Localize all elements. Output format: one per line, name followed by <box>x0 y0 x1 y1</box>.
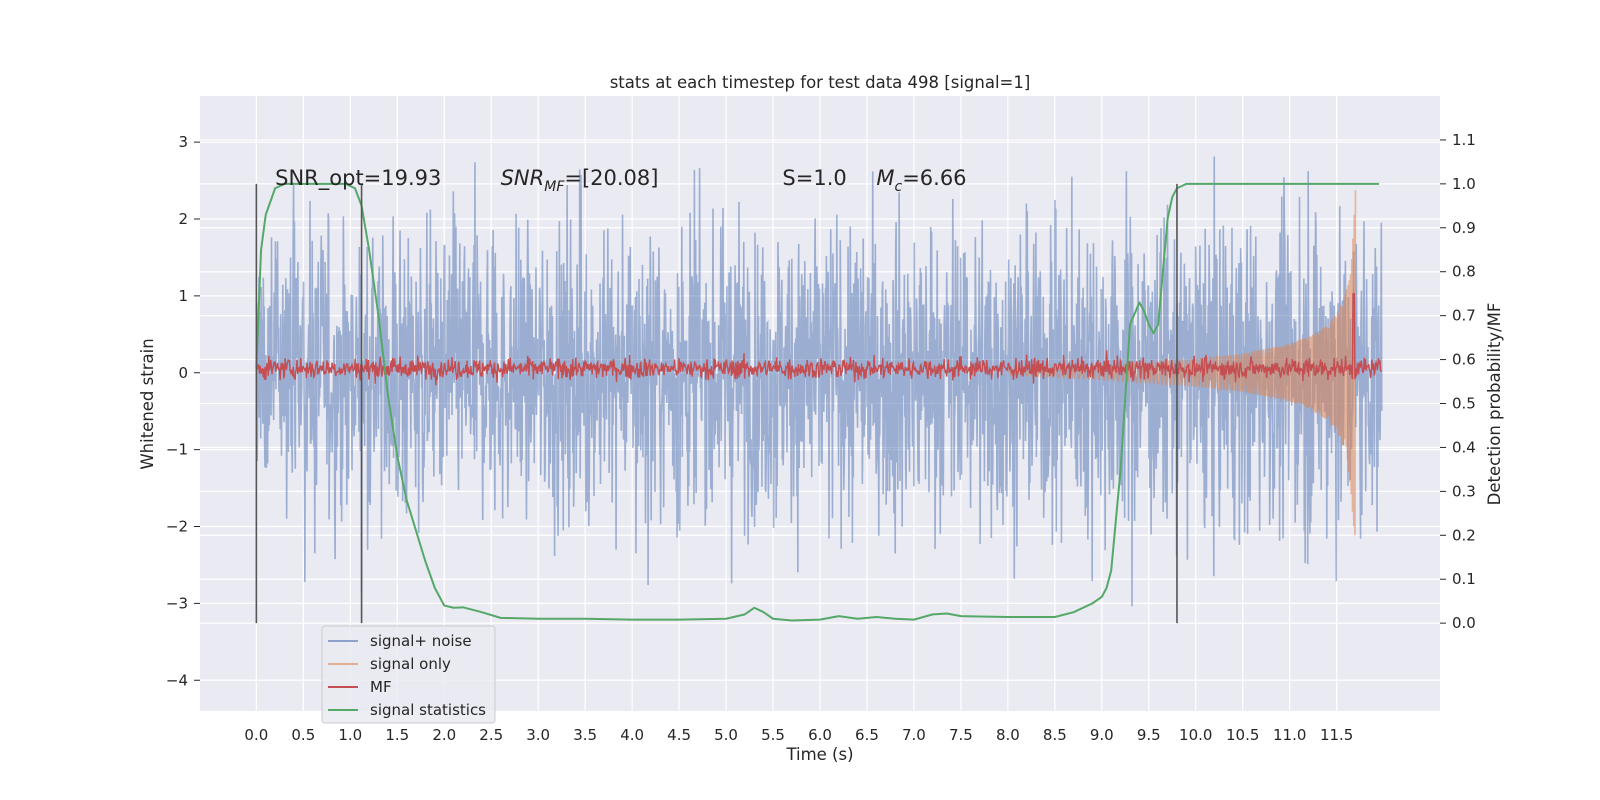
y-right-tick-label: 0.8 <box>1452 263 1476 281</box>
x-tick-label: 3.5 <box>573 726 597 744</box>
y-right-tick-label: 0.6 <box>1452 351 1476 369</box>
legend-label: signal statistics <box>370 701 486 719</box>
y-tick-label: −2 <box>166 518 188 536</box>
x-tick-label: 2.5 <box>479 726 503 744</box>
annotation-text: SNR_opt=19.93 <box>275 166 441 191</box>
x-tick-label: 8.0 <box>996 726 1020 744</box>
y-tick-label: 0 <box>178 364 188 382</box>
legend-label: signal+ noise <box>370 632 472 650</box>
x-tick-label: 1.5 <box>385 726 409 744</box>
annotation-value: =6.66 <box>902 166 966 190</box>
series-signal-only <box>1007 190 1357 536</box>
x-tick-label: 8.5 <box>1043 726 1067 744</box>
annotation-s-value: S=1.0 <box>782 166 846 190</box>
x-axis-label: Time (s) <box>785 745 853 764</box>
y-axis-right-ticks: 1.1 1.0 0.9 0.8 0.7 0.6 0.5 0.4 0.3 0.2 0.1 0.0 <box>1440 131 1476 632</box>
x-tick-label: 2.0 <box>432 726 456 744</box>
y-tick-label: −3 <box>166 594 188 612</box>
x-tick-label: 9.0 <box>1090 726 1114 744</box>
x-tick-label: 4.5 <box>667 726 691 744</box>
x-tick-label: 7.0 <box>902 726 926 744</box>
y-tick-label: −4 <box>166 671 188 689</box>
annotation-value: =[20.08] <box>564 166 658 190</box>
y-right-tick-label: 0.4 <box>1452 438 1476 456</box>
y-tick-label: 1 <box>178 287 188 305</box>
annotation-subscript: MF <box>544 179 565 195</box>
annotation-snr-opt: SNR_opt=19.93 <box>275 166 441 191</box>
x-tick-label: 0.5 <box>291 726 315 744</box>
x-tick-label: 7.5 <box>949 726 973 744</box>
x-tick-label: 6.5 <box>855 726 879 744</box>
chart-title: stats at each timestep for test data 498… <box>610 73 1031 92</box>
y-right-tick-label: 0.2 <box>1452 526 1476 544</box>
y-right-tick-label: 0.9 <box>1452 219 1476 237</box>
y-tick-label: 3 <box>178 133 188 151</box>
y-axis-ticks: 3 2 1 0 −1 −2 −3 −4 <box>166 133 200 689</box>
x-tick-label: 9.5 <box>1137 726 1161 744</box>
y-right-tick-label: 1.1 <box>1452 131 1476 149</box>
y-right-tick-label: 0.7 <box>1452 307 1476 325</box>
legend-box <box>321 625 496 724</box>
x-axis-ticks: 0.0 0.5 1.0 1.5 2.0 2.5 3.0 3.5 4.0 4.5 5.0 5.5 6.0 6… <box>244 726 1353 744</box>
annotation-snr-mf: SNRMF=[20.08] <box>501 166 659 195</box>
annotation-subscript: c <box>894 179 902 195</box>
y-right-tick-label: 0.5 <box>1452 395 1476 413</box>
x-tick-label: 10.0 <box>1179 726 1212 744</box>
x-tick-label: 4.0 <box>620 726 644 744</box>
x-tick-label: 6.0 <box>808 726 832 744</box>
annotation-text: S=1.0 <box>782 166 846 190</box>
x-tick-label: 3.0 <box>526 726 550 744</box>
x-tick-label: 5.5 <box>761 726 785 744</box>
annotation-text: M <box>876 166 894 190</box>
y-tick-label: 2 <box>178 210 188 228</box>
x-tick-label: 5.0 <box>714 726 738 744</box>
y-axis-label: Whitened strain <box>138 338 157 469</box>
annotations: SNR_opt=19.93 SNRMF=[20.08] S=1.0 Mc=6.66 <box>275 166 966 195</box>
vertical-markers <box>255 183 1178 624</box>
annotation-text: SNR <box>501 166 545 190</box>
x-tick-label: 11.5 <box>1320 726 1353 744</box>
x-tick-label: 11.0 <box>1273 726 1306 744</box>
y-right-tick-label: 0.3 <box>1452 482 1476 500</box>
y-right-tick-label: 0.0 <box>1452 614 1476 632</box>
annotation-mc-value: Mc=6.66 <box>876 166 966 195</box>
y-right-tick-label: 1.0 <box>1452 175 1476 193</box>
x-tick-label: 10.5 <box>1226 726 1259 744</box>
legend-label: MF <box>370 678 392 696</box>
legend-label: signal only <box>370 655 451 673</box>
x-tick-label: 0.0 <box>244 726 268 744</box>
series-mf <box>255 292 1382 386</box>
series-layer <box>255 156 1383 622</box>
series-signal-statistics <box>255 182 1379 622</box>
y-right-tick-label: 0.1 <box>1452 570 1476 588</box>
legend: signal+ noise signal only MF signal statist… <box>321 625 496 724</box>
y-axis-right-label: Detection probability/MF <box>1485 303 1504 506</box>
x-tick-label: 1.0 <box>338 726 362 744</box>
y-tick-label: −1 <box>166 441 188 459</box>
series-signal-noise <box>255 156 1383 607</box>
